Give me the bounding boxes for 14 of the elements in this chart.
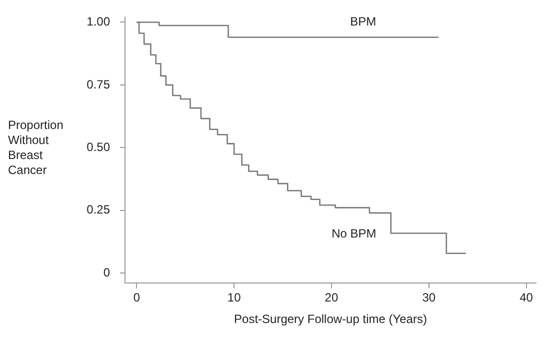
x-axis-title: Post-Surgery Follow-up time (Years): [234, 312, 427, 326]
y-tick-label: 0.25: [86, 202, 110, 217]
x-tick-label: 40: [520, 290, 534, 305]
x-tick-label: 20: [324, 290, 338, 305]
y-tick-label: 0: [103, 265, 110, 280]
y-tick-label: 0.50: [86, 140, 110, 154]
y-axis-title: Proportion Without Breast Cancer: [8, 118, 64, 178]
x-tick-label: 0: [133, 290, 140, 305]
series-label: BPM: [350, 14, 376, 28]
series-label: No BPM: [332, 226, 376, 241]
x-tick-label: 10: [227, 290, 242, 305]
x-tick-label: 30: [422, 290, 436, 305]
y-tick-label: 0.75: [86, 77, 110, 92]
y-tick-label: 1.00: [86, 14, 110, 29]
